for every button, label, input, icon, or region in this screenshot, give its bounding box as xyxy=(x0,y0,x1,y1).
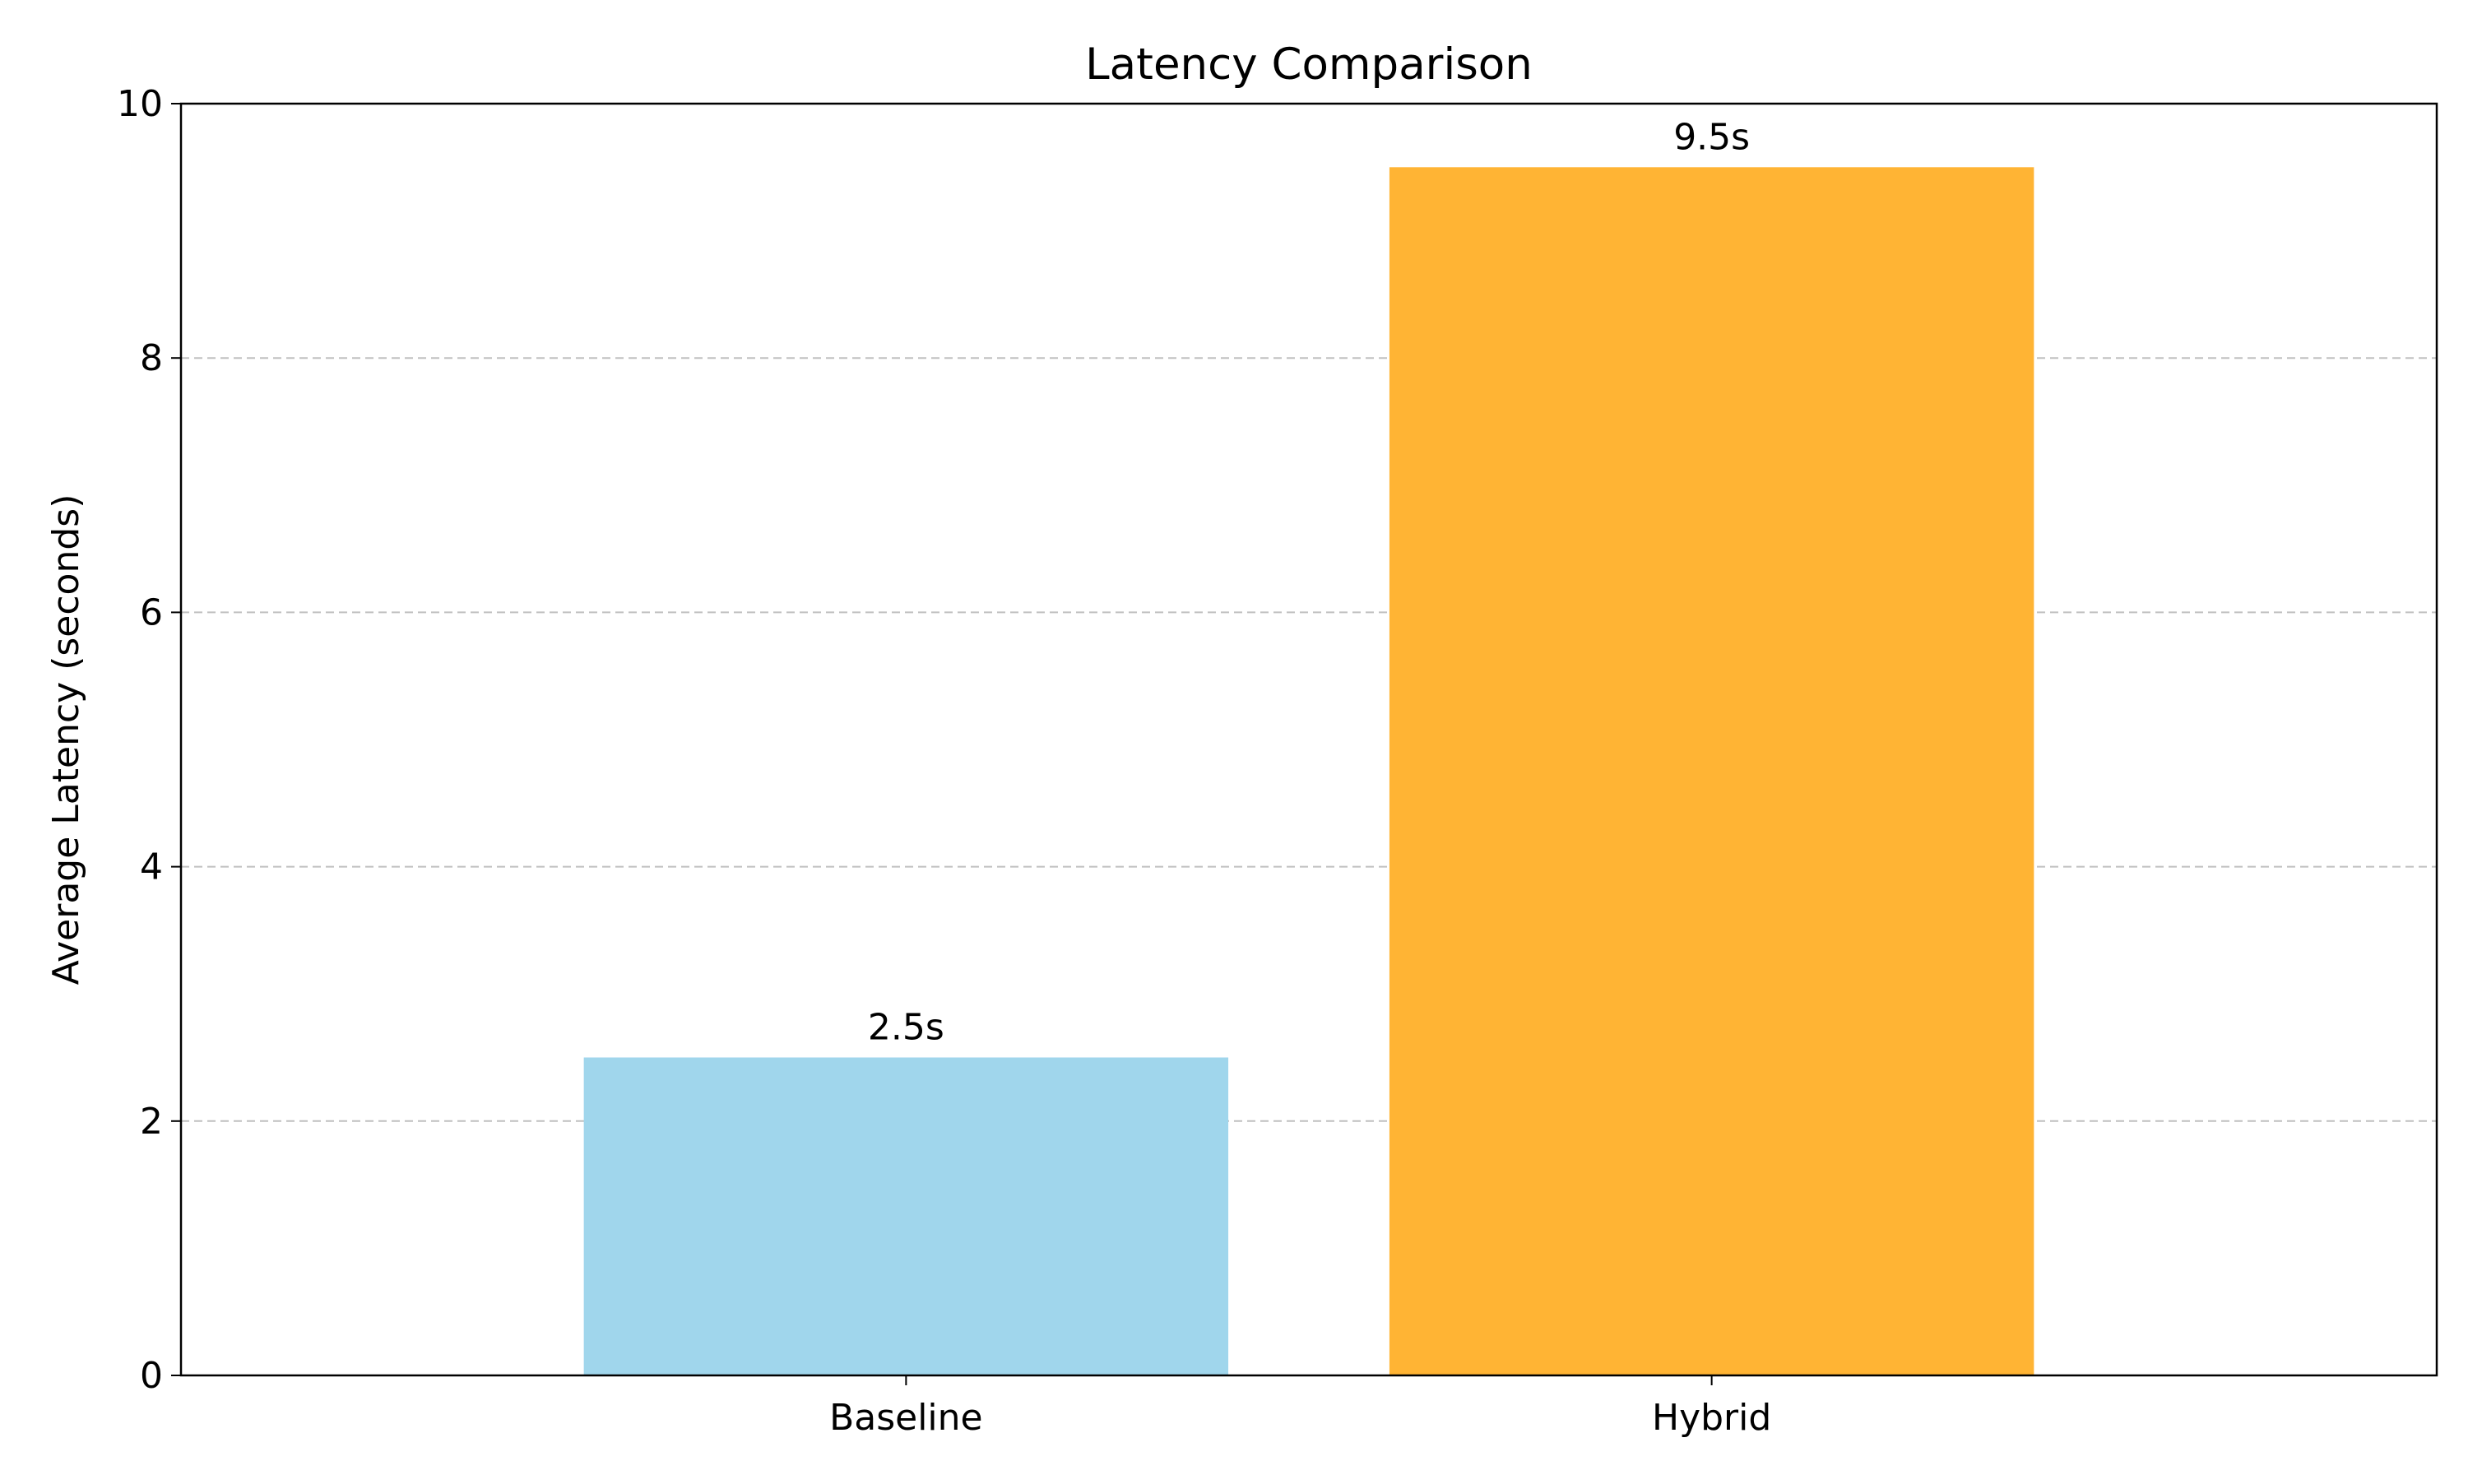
bars xyxy=(583,167,2034,1375)
y-tick-label: 2 xyxy=(140,1101,163,1143)
gridlines xyxy=(181,357,2437,1122)
data-labels: 2.5s 9.5s xyxy=(868,116,1750,1048)
x-tick-label: Baseline xyxy=(829,1397,983,1439)
value-label: 9.5s xyxy=(1673,116,1750,158)
y-tick-label: 0 xyxy=(140,1355,163,1397)
value-label: 2.5s xyxy=(868,1007,944,1049)
bar-baseline xyxy=(583,1057,1229,1375)
y-axis-label: Average Latency (seconds) xyxy=(45,494,87,985)
x-tick-label: Hybrid xyxy=(1652,1397,1771,1439)
y-tick-label: 4 xyxy=(140,846,163,888)
chart-title: Latency Comparison xyxy=(1085,39,1533,90)
bar-hybrid xyxy=(1389,167,2034,1375)
y-tick-label: 6 xyxy=(140,591,163,633)
plot-frame xyxy=(179,102,2438,1377)
y-tick-label: 10 xyxy=(117,83,163,125)
y-tick-label: 8 xyxy=(140,337,163,379)
axis-ticks: 0 2 4 6 8 10 Baseline Hybrid xyxy=(117,83,1771,1439)
